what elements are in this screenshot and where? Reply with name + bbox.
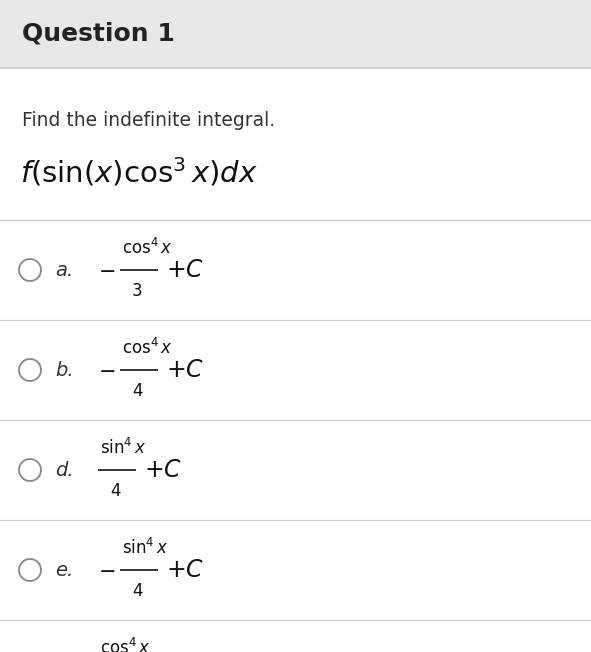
Text: a.: a. <box>55 261 73 280</box>
Bar <box>0 0 591 68</box>
Text: $-$: $-$ <box>98 360 115 380</box>
Text: $\mathit{f}(\sin(x)\cos^3 x)dx$: $\mathit{f}(\sin(x)\cos^3 x)dx$ <box>20 156 258 188</box>
Text: $\sin^4 x$: $\sin^4 x$ <box>122 538 168 558</box>
Text: 4: 4 <box>132 582 142 600</box>
Text: $+ C$: $+ C$ <box>166 558 204 582</box>
Text: 4: 4 <box>110 482 121 500</box>
Text: Find the indefinite integral.: Find the indefinite integral. <box>22 110 275 130</box>
Text: $\cos^4 x$: $\cos^4 x$ <box>100 638 151 652</box>
Text: 3: 3 <box>132 282 142 300</box>
Text: e.: e. <box>55 561 73 580</box>
Text: b.: b. <box>55 361 74 379</box>
Text: 4: 4 <box>132 382 142 400</box>
Text: $+ C$: $+ C$ <box>166 358 204 382</box>
Text: $-$: $-$ <box>98 260 115 280</box>
Text: $+ C$: $+ C$ <box>166 258 204 282</box>
Text: $\cos^4 x$: $\cos^4 x$ <box>122 238 173 258</box>
Text: $\cos^4 x$: $\cos^4 x$ <box>122 338 173 358</box>
Text: $+ C$: $+ C$ <box>144 458 182 482</box>
Text: $\sin^4 x$: $\sin^4 x$ <box>100 438 147 458</box>
Text: d.: d. <box>55 460 74 479</box>
Text: Question 1: Question 1 <box>22 22 175 46</box>
Text: $-$: $-$ <box>98 560 115 580</box>
